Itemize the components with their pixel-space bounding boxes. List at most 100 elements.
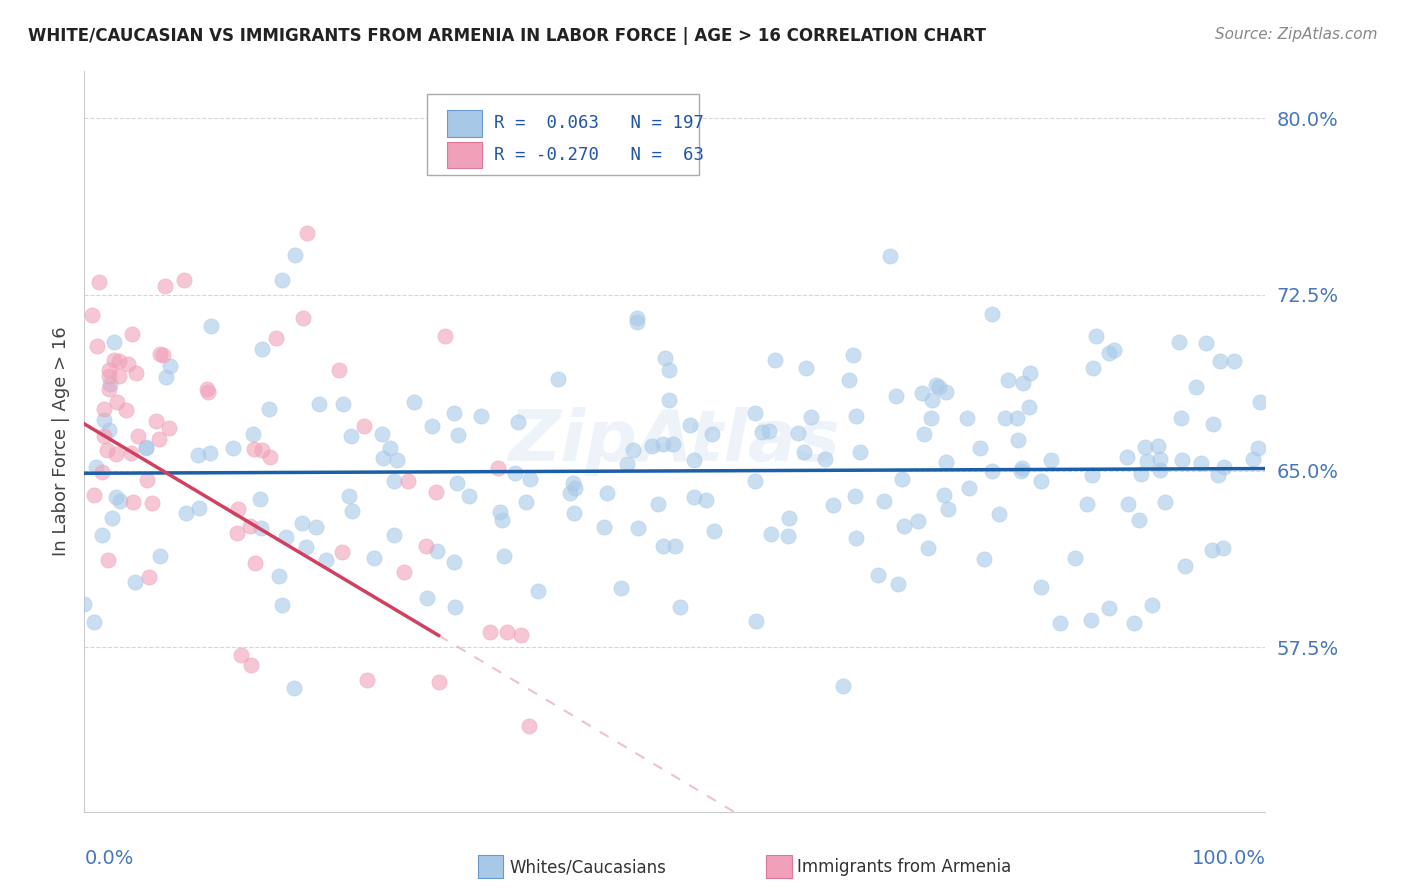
Point — [97, 369, 120, 384]
Point — [838, 373, 860, 387]
Point — [515, 495, 537, 509]
Point — [125, 366, 148, 380]
Point — [443, 407, 465, 421]
Point — [157, 420, 180, 434]
Point — [1167, 335, 1189, 350]
Point — [1005, 411, 1028, 425]
Point — [1076, 497, 1098, 511]
Point — [231, 648, 253, 662]
Point — [917, 541, 939, 556]
Point — [1011, 376, 1033, 390]
Point — [200, 318, 222, 333]
Text: ZipAtlas: ZipAtlas — [509, 407, 841, 476]
Point — [315, 553, 337, 567]
Point — [886, 390, 908, 404]
Text: 0.0%: 0.0% — [84, 849, 134, 868]
Point — [1208, 353, 1230, 368]
Point — [519, 472, 541, 486]
Point — [1189, 457, 1212, 471]
Point — [152, 348, 174, 362]
Point — [1223, 354, 1246, 368]
Point — [596, 485, 619, 500]
Point — [149, 549, 172, 563]
Point — [1085, 328, 1108, 343]
Point — [382, 528, 405, 542]
Point — [239, 518, 262, 533]
Point — [647, 498, 669, 512]
Point — [488, 505, 510, 519]
Point — [444, 600, 467, 615]
Point — [592, 520, 614, 534]
Point — [93, 412, 115, 426]
Point — [269, 569, 291, 583]
Point — [558, 486, 581, 500]
Point — [159, 359, 181, 373]
Point — [135, 473, 157, 487]
Point — [155, 370, 177, 384]
Point — [117, 357, 139, 371]
Point — [845, 409, 868, 423]
Point — [86, 459, 108, 474]
Point — [173, 273, 195, 287]
Point — [276, 530, 298, 544]
Point — [1081, 467, 1104, 482]
Point — [153, 278, 176, 293]
Point — [761, 527, 783, 541]
Point — [83, 488, 105, 502]
Point — [935, 455, 957, 469]
Point — [97, 423, 120, 437]
Point — [243, 442, 266, 456]
Y-axis label: In Labor Force | Age > 16: In Labor Force | Age > 16 — [52, 326, 70, 557]
Point — [1170, 410, 1192, 425]
Point — [141, 496, 163, 510]
Point — [353, 419, 375, 434]
Point — [392, 565, 415, 579]
Point — [1154, 495, 1177, 509]
Point — [503, 466, 526, 480]
Point — [873, 493, 896, 508]
Point — [284, 247, 307, 261]
Point — [658, 363, 681, 377]
Point — [509, 628, 531, 642]
Point — [654, 351, 676, 365]
Point — [1098, 346, 1121, 360]
Point — [1147, 440, 1170, 454]
Point — [108, 354, 131, 368]
Point — [1202, 417, 1225, 432]
Point — [744, 614, 766, 628]
Text: Source: ZipAtlas.com: Source: ZipAtlas.com — [1215, 27, 1378, 42]
Point — [981, 307, 1004, 321]
Point — [371, 427, 394, 442]
Point — [378, 441, 401, 455]
Point — [845, 531, 868, 545]
Point — [295, 226, 318, 240]
Point — [120, 446, 142, 460]
Point — [1031, 474, 1053, 488]
Point — [1247, 441, 1270, 455]
Point — [93, 429, 115, 443]
Point — [823, 498, 845, 512]
Point — [562, 506, 585, 520]
Point — [292, 310, 315, 325]
Point — [988, 507, 1011, 521]
Point — [793, 445, 815, 459]
Point — [1195, 336, 1218, 351]
Point — [330, 545, 353, 559]
Point — [371, 450, 394, 465]
Point — [1104, 343, 1126, 358]
Point — [239, 658, 262, 673]
Point — [997, 373, 1019, 387]
Point — [396, 474, 419, 488]
Point — [385, 453, 408, 467]
Point — [245, 556, 267, 570]
Point — [271, 598, 294, 612]
Point — [564, 481, 586, 495]
Point — [928, 379, 950, 393]
Point — [197, 384, 219, 399]
Point — [1116, 497, 1139, 511]
Point — [891, 472, 914, 486]
Point — [295, 540, 318, 554]
Point — [936, 502, 959, 516]
Point — [1249, 395, 1271, 409]
Point — [1049, 615, 1071, 630]
